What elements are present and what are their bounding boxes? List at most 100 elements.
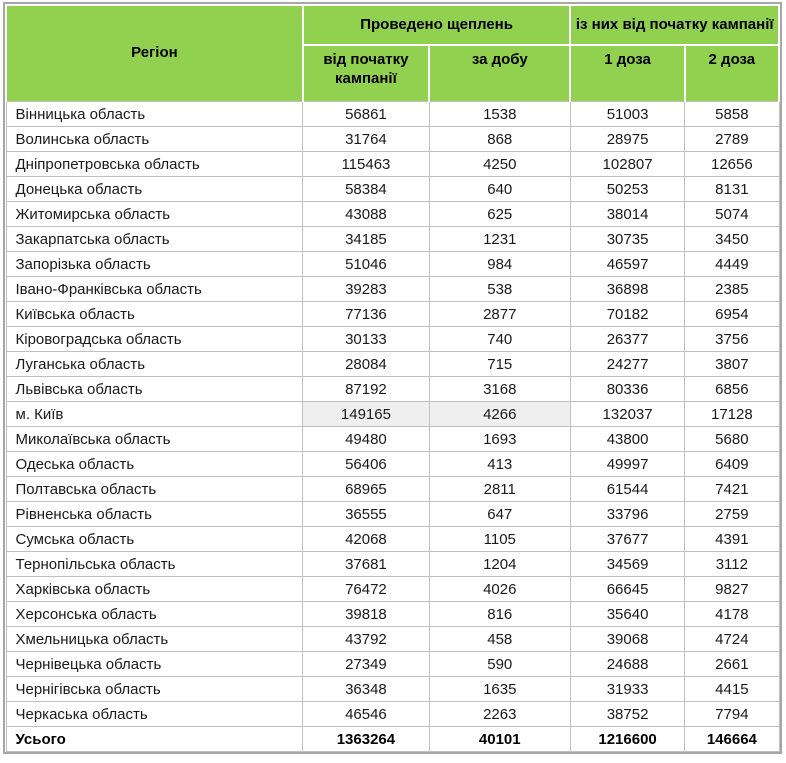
- value-cell: 4449: [684, 251, 780, 277]
- header-row-groups: Регіон Проведено щеплень із них від поча…: [5, 4, 780, 102]
- value-cell: 132037: [569, 401, 686, 427]
- region-name: Донецька область: [5, 176, 304, 202]
- value-cell: 4250: [428, 151, 571, 177]
- table-row: Івано-Франківська область 39283 538 36898 23…: [5, 276, 780, 302]
- value-cell: 4178: [684, 601, 780, 627]
- value-cell: 2385: [684, 276, 780, 302]
- value-cell: 4724: [684, 626, 780, 652]
- value-cell: 77136: [302, 301, 430, 327]
- value-cell: 2661: [684, 651, 780, 677]
- value-cell: 3168: [428, 376, 571, 402]
- table-row: Полтавська область 68965 2811 61544 7421: [5, 476, 780, 502]
- value-cell: 66645: [569, 576, 686, 602]
- value-cell: 1693: [428, 426, 571, 452]
- region-name: Тернопільська область: [5, 551, 304, 577]
- value-cell: 34185: [302, 226, 430, 252]
- value-cell: 35640: [569, 601, 686, 627]
- table-body: Вінницька область 56861 1538 51003 5858 Волин…: [5, 101, 780, 752]
- value-cell: 24688: [569, 651, 686, 677]
- table-row: Дніпропетровська область 115463 4250 102807…: [5, 151, 780, 177]
- region-name: Вінницька область: [5, 101, 304, 127]
- region-name: Полтавська область: [5, 476, 304, 502]
- value-cell: 76472: [302, 576, 430, 602]
- value-cell: 27349: [302, 651, 430, 677]
- value-cell: 43088: [302, 201, 430, 227]
- value-cell: 68965: [302, 476, 430, 502]
- table-row: м. Київ 149165 4266 132037 17128: [5, 401, 780, 427]
- value-cell: 31764: [302, 126, 430, 152]
- value-cell: 49997: [569, 451, 686, 477]
- value-cell: 7421: [684, 476, 780, 502]
- vaccination-table-frame: Регіон Проведено щеплень із них від поча…: [3, 2, 782, 754]
- value-cell: 6954: [684, 301, 780, 327]
- header-dose-2: 2 доза: [683, 44, 781, 102]
- region-name: Чернівецька область: [5, 651, 304, 677]
- value-cell: 2877: [428, 301, 571, 327]
- value-cell: 590: [428, 651, 571, 677]
- value-cell: 36898: [569, 276, 686, 302]
- value-cell: 5858: [684, 101, 780, 127]
- value-cell: 33796: [569, 501, 686, 527]
- value-cell: 3756: [684, 326, 780, 352]
- value-cell: 102807: [569, 151, 686, 177]
- value-cell: 2759: [684, 501, 780, 527]
- value-cell: 37677: [569, 526, 686, 552]
- region-name: Львівська область: [5, 376, 304, 402]
- region-name: Івано-Франківська область: [5, 276, 304, 302]
- table-row: Тернопільська область 37681 1204 34569 3112: [5, 551, 780, 577]
- value-cell: 61544: [569, 476, 686, 502]
- table-row: Черкаська область 46546 2263 38752 7794: [5, 701, 780, 727]
- table-row: Чернівецька область 27349 590 24688 2661: [5, 651, 780, 677]
- total-row: Усього 1363264 40101 1216600 146664: [5, 726, 780, 752]
- value-cell: 31933: [569, 676, 686, 702]
- value-cell: 51003: [569, 101, 686, 127]
- table-row: Чернігівська область 36348 1635 31933 4415: [5, 676, 780, 702]
- value-cell: 1204: [428, 551, 571, 577]
- value-cell: 4026: [428, 576, 571, 602]
- value-cell: 2811: [428, 476, 571, 502]
- table-row: Херсонська область 39818 816 35640 4178: [5, 601, 780, 627]
- region-name: Дніпропетровська область: [5, 151, 304, 177]
- value-cell: 6856: [684, 376, 780, 402]
- vaccination-table: Регіон Проведено щеплень із них від поча…: [5, 4, 781, 752]
- region-name: Миколаївська область: [5, 426, 304, 452]
- value-cell: 17128: [684, 401, 780, 427]
- value-cell: 39283: [302, 276, 430, 302]
- value-cell: 7794: [684, 701, 780, 727]
- value-cell: 36555: [302, 501, 430, 527]
- value-cell: 625: [428, 201, 571, 227]
- region-name: м. Київ: [5, 401, 304, 427]
- value-cell: 49480: [302, 426, 430, 452]
- value-cell: 30735: [569, 226, 686, 252]
- value-cell: 37681: [302, 551, 430, 577]
- value-cell: 816: [428, 601, 571, 627]
- value-cell: 39068: [569, 626, 686, 652]
- value-cell: 42068: [302, 526, 430, 552]
- value-cell: 413: [428, 451, 571, 477]
- value-cell: 6409: [684, 451, 780, 477]
- value-cell: 50253: [569, 176, 686, 202]
- table-row: Житомирська область 43088 625 38014 5074: [5, 201, 780, 227]
- value-cell: 26377: [569, 326, 686, 352]
- value-cell: 24277: [569, 351, 686, 377]
- table-row: Закарпатська область 34185 1231 30735 3450: [5, 226, 780, 252]
- region-name: Волинська область: [5, 126, 304, 152]
- value-cell: 1216600: [569, 726, 686, 752]
- value-cell: 115463: [302, 151, 430, 177]
- value-cell: 70182: [569, 301, 686, 327]
- table-row: Львівська область 87192 3168 80336 6856: [5, 376, 780, 402]
- total-label: Усього: [5, 726, 304, 752]
- value-cell: 28975: [569, 126, 686, 152]
- header-group-vaccinations: Проведено щеплень: [301, 4, 572, 46]
- value-cell: 28084: [302, 351, 430, 377]
- value-cell: 868: [428, 126, 571, 152]
- value-cell: 4391: [684, 526, 780, 552]
- region-name: Сумська область: [5, 526, 304, 552]
- table-row: Вінницька область 56861 1538 51003 5858: [5, 101, 780, 127]
- value-cell: 458: [428, 626, 571, 652]
- region-name: Харківська область: [5, 576, 304, 602]
- table-row: Луганська область 28084 715 24277 3807: [5, 351, 780, 377]
- region-name: Запорізька область: [5, 251, 304, 277]
- value-cell: 2263: [428, 701, 571, 727]
- value-cell: 647: [428, 501, 571, 527]
